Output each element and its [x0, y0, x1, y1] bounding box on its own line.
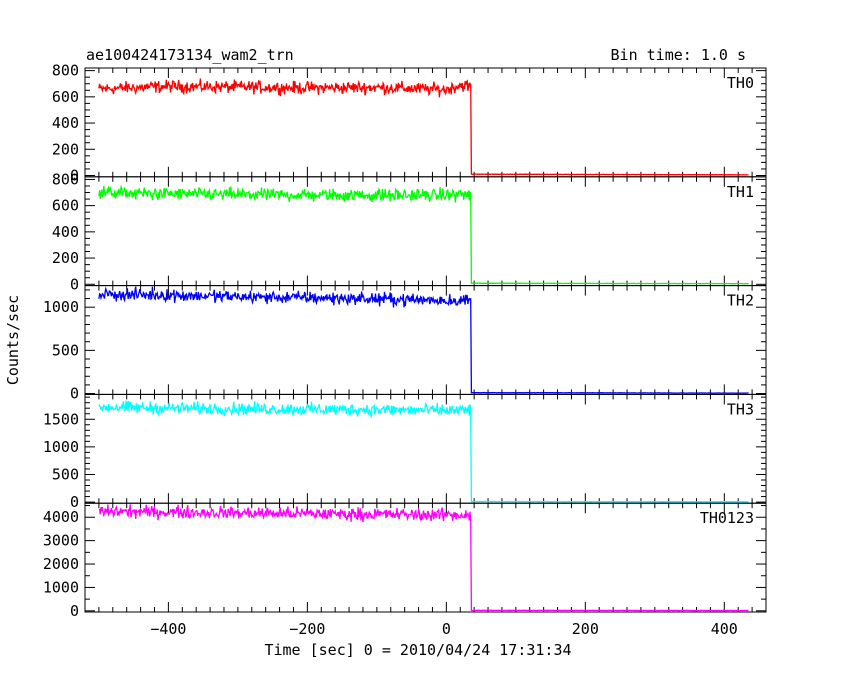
y-tick-label: 0	[70, 275, 79, 293]
chart-title: ae100424173134_wam2_trn	[86, 46, 294, 64]
y-tick-label: 1000	[43, 578, 79, 596]
y-tick-label: 0	[70, 385, 79, 403]
y-tick-label: 800	[52, 62, 79, 80]
series-line-th2	[98, 286, 749, 394]
x-tick-label: 400	[711, 620, 738, 638]
y-tick-label: 500	[52, 465, 79, 483]
series-label-th1: TH1	[727, 183, 754, 201]
y-tick-label: 400	[52, 114, 79, 132]
series-line-th3	[98, 400, 749, 503]
y-tick-label: 0	[70, 166, 79, 184]
series-label-th0123: TH0123	[700, 509, 754, 527]
x-tick-label: 200	[572, 620, 599, 638]
y-tick-label: 400	[52, 223, 79, 241]
x-tick-label: −400	[150, 620, 186, 638]
series-label-th3: TH3	[727, 400, 754, 418]
y-tick-label: 0	[70, 602, 79, 620]
y-tick-label: 800	[52, 170, 79, 188]
y-tick-label: 2000	[43, 555, 79, 573]
panel-th1: 0 200 400 600 800 TH1	[52, 170, 767, 293]
x-axis-label: Time [sec] 0 = 2010/04/24 17:31:34	[264, 641, 571, 659]
y-tick-label: 1000	[43, 438, 79, 456]
y-tick-label: 200	[52, 249, 79, 267]
y-tick-label: 1000	[43, 298, 79, 316]
y-axis-label: Counts/sec	[4, 295, 22, 385]
panel-frame	[84, 502, 767, 613]
panel-th3: 0 500 1000 1500 TH3	[43, 393, 767, 511]
y-tick-label: 4000	[43, 508, 79, 526]
y-tick-label: 3000	[43, 532, 79, 550]
y-tick-label: 600	[52, 88, 79, 106]
y-tick-label: 1500	[43, 410, 79, 428]
series-label-th0: TH0	[727, 74, 754, 92]
panel-th2: 0 500 1000 TH2	[43, 285, 767, 403]
y-tick-label: 0	[70, 493, 79, 511]
y-tick-label: 500	[52, 341, 79, 359]
panel-th0123: 0 1000 2000 3000 4000 TH0123	[43, 502, 767, 620]
series-line-th1	[98, 184, 749, 285]
x-tick-label: −200	[289, 620, 325, 638]
series-line-th0123	[98, 504, 749, 612]
panel-th0: 0 200 400 600 800 TH0	[52, 62, 767, 184]
bin-time-label: Bin time: 1.0 s	[611, 46, 746, 64]
panels-group: 0 200 400 600 800 TH0 0 200 400 600 800 TH1 0 500 1000…	[43, 62, 767, 638]
series-label-th2: TH2	[727, 292, 754, 310]
x-tick-label: 0	[442, 620, 451, 638]
series-line-th0	[98, 78, 749, 176]
y-tick-label: 200	[52, 140, 79, 158]
y-tick-label: 600	[52, 197, 79, 215]
